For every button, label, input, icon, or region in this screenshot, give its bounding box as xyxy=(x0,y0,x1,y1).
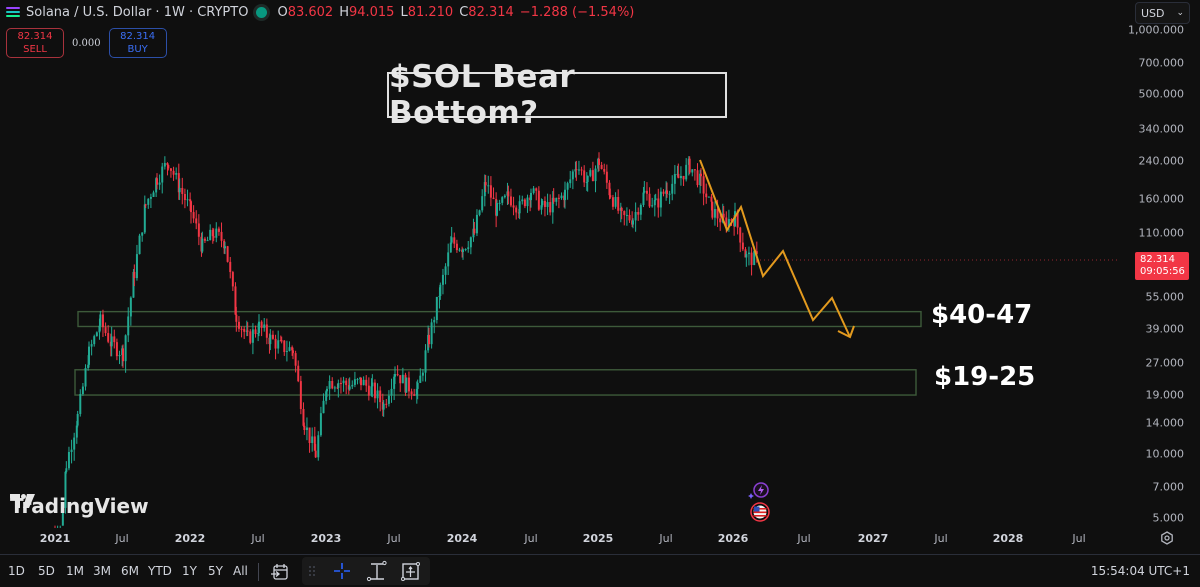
price-axis[interactable]: 1,000.000 700.000 500.000 340.000 240.000 160… xyxy=(1118,0,1200,550)
projection-arrowhead-icon xyxy=(837,325,855,339)
symbol-title[interactable]: Solana / U.S. Dollar · 1W · CRYPTO xyxy=(26,4,249,20)
time-axis-label: Jul xyxy=(659,532,673,545)
price-change: −1.288 (−1.54%) xyxy=(519,4,635,20)
price-axis-label: 700.000 xyxy=(1138,56,1185,70)
time-axis-label: 2025 xyxy=(582,532,614,545)
ohlc-low: L81.210 xyxy=(400,4,454,20)
timeframe-1d[interactable]: 1D xyxy=(8,564,25,578)
timeframe-1y[interactable]: 1Y xyxy=(182,564,197,578)
ohlc-high: H94.015 xyxy=(339,4,395,20)
chevron-down-icon: ⌄ xyxy=(1176,8,1184,18)
timeframe-1m[interactable]: 1M xyxy=(66,564,84,578)
symbol-header: Solana / U.S. Dollar · 1W · CRYPTO O83.6… xyxy=(0,0,640,24)
price-axis-label: 55.000 xyxy=(1145,290,1185,304)
timeframe-5y[interactable]: 5Y xyxy=(208,564,223,578)
spread-value: 0.000 xyxy=(72,37,101,49)
time-axis-label: 2021 xyxy=(39,532,71,545)
price-axis-label: 14.000 xyxy=(1145,416,1185,430)
price-axis-label: 1,000.000 xyxy=(1128,23,1184,37)
tradingview-logo[interactable]: TradingView xyxy=(10,494,149,518)
last-price-label: 82.314 09:05:56 xyxy=(1135,252,1189,280)
price-axis-label: 340.000 xyxy=(1138,122,1185,136)
buy-button[interactable]: 82.314 BUY xyxy=(108,28,167,58)
zoom-range-icon[interactable] xyxy=(400,560,422,582)
price-axis-label: 7.000 xyxy=(1152,480,1185,494)
timeframe-5d[interactable]: 5D xyxy=(38,564,55,578)
price-axis-label: 5.000 xyxy=(1152,511,1185,525)
crosshair-icon[interactable] xyxy=(332,561,352,581)
time-axis-label: Jul xyxy=(387,532,401,545)
price-axis-label: 10.000 xyxy=(1145,447,1185,461)
candlestick-series xyxy=(54,152,758,528)
us-flag-event-icon[interactable] xyxy=(750,502,770,522)
time-axis-label: 2028 xyxy=(992,532,1024,545)
time-axis[interactable]: 2021 Jul 2022 Jul 2023 Jul 2024 Jul 2025 Jul 2026 J… xyxy=(0,528,1200,550)
ohlc-close: C82.314 xyxy=(459,4,514,20)
lightning-event-icon[interactable] xyxy=(748,482,769,499)
timeframe-all[interactable]: All xyxy=(233,564,248,578)
price-axis-label: 19.000 xyxy=(1145,388,1185,402)
market-status-icon[interactable] xyxy=(256,6,268,18)
time-axis-label: Jul xyxy=(251,532,265,545)
tradingview-logo-icon xyxy=(10,494,35,508)
trade-panel: 82.314 SELL 0.000 82.314 BUY xyxy=(6,28,167,58)
projection-path[interactable] xyxy=(699,159,851,338)
bottom-toolbar: 1D 5D 1M 3M 6M YTD 1Y 5Y All 15:54:04 UTC+1 xyxy=(0,554,1200,587)
time-axis-label: 2027 xyxy=(857,532,889,545)
timeframe-ytd[interactable]: YTD xyxy=(148,564,172,578)
time-axis-label: 2022 xyxy=(174,532,206,545)
measure-tool-icon[interactable] xyxy=(366,560,388,582)
time-axis-label: 2024 xyxy=(446,532,478,545)
solana-logo-icon xyxy=(6,7,20,17)
drag-handle-icon[interactable] xyxy=(308,565,316,577)
price-axis-label: 39.000 xyxy=(1145,322,1185,336)
time-axis-label: Jul xyxy=(524,532,538,545)
currency-select[interactable]: USD ⌄ xyxy=(1135,2,1190,24)
price-axis-label: 27.000 xyxy=(1145,356,1185,370)
time-axis-label: 2023 xyxy=(310,532,342,545)
zone-upper-label[interactable]: $40-47 xyxy=(931,300,1033,330)
timezone-clock[interactable]: 15:54:04 UTC+1 xyxy=(1090,564,1190,578)
zone-lower-label[interactable]: $19-25 xyxy=(934,362,1036,392)
time-axis-label: Jul xyxy=(797,532,811,545)
price-axis-label: 110.000 xyxy=(1138,226,1185,240)
time-axis-label: Jul xyxy=(934,532,948,545)
price-chart[interactable] xyxy=(0,0,1118,528)
price-axis-label: 240.000 xyxy=(1138,154,1185,168)
price-axis-label: 160.000 xyxy=(1138,192,1185,206)
support-zone-19-25[interactable] xyxy=(74,369,917,396)
timeframe-6m[interactable]: 6M xyxy=(121,564,139,578)
toolbar-divider xyxy=(258,563,259,581)
support-zone-40-47[interactable] xyxy=(77,310,922,328)
sell-button[interactable]: 82.314 SELL xyxy=(6,28,64,58)
time-axis-label: Jul xyxy=(1072,532,1086,545)
time-axis-label: 2026 xyxy=(717,532,749,545)
drawing-tools-group xyxy=(302,557,430,585)
time-axis-label: Jul xyxy=(115,532,129,545)
timeframe-3m[interactable]: 3M xyxy=(93,564,111,578)
chart-title-annotation[interactable]: $SOL Bear Bottom? xyxy=(387,59,727,131)
price-axis-label: 500.000 xyxy=(1138,87,1185,101)
settings-gear-icon[interactable] xyxy=(1160,531,1174,545)
ohlc-open: O83.602 xyxy=(277,4,334,20)
go-to-date-icon[interactable] xyxy=(270,562,290,582)
